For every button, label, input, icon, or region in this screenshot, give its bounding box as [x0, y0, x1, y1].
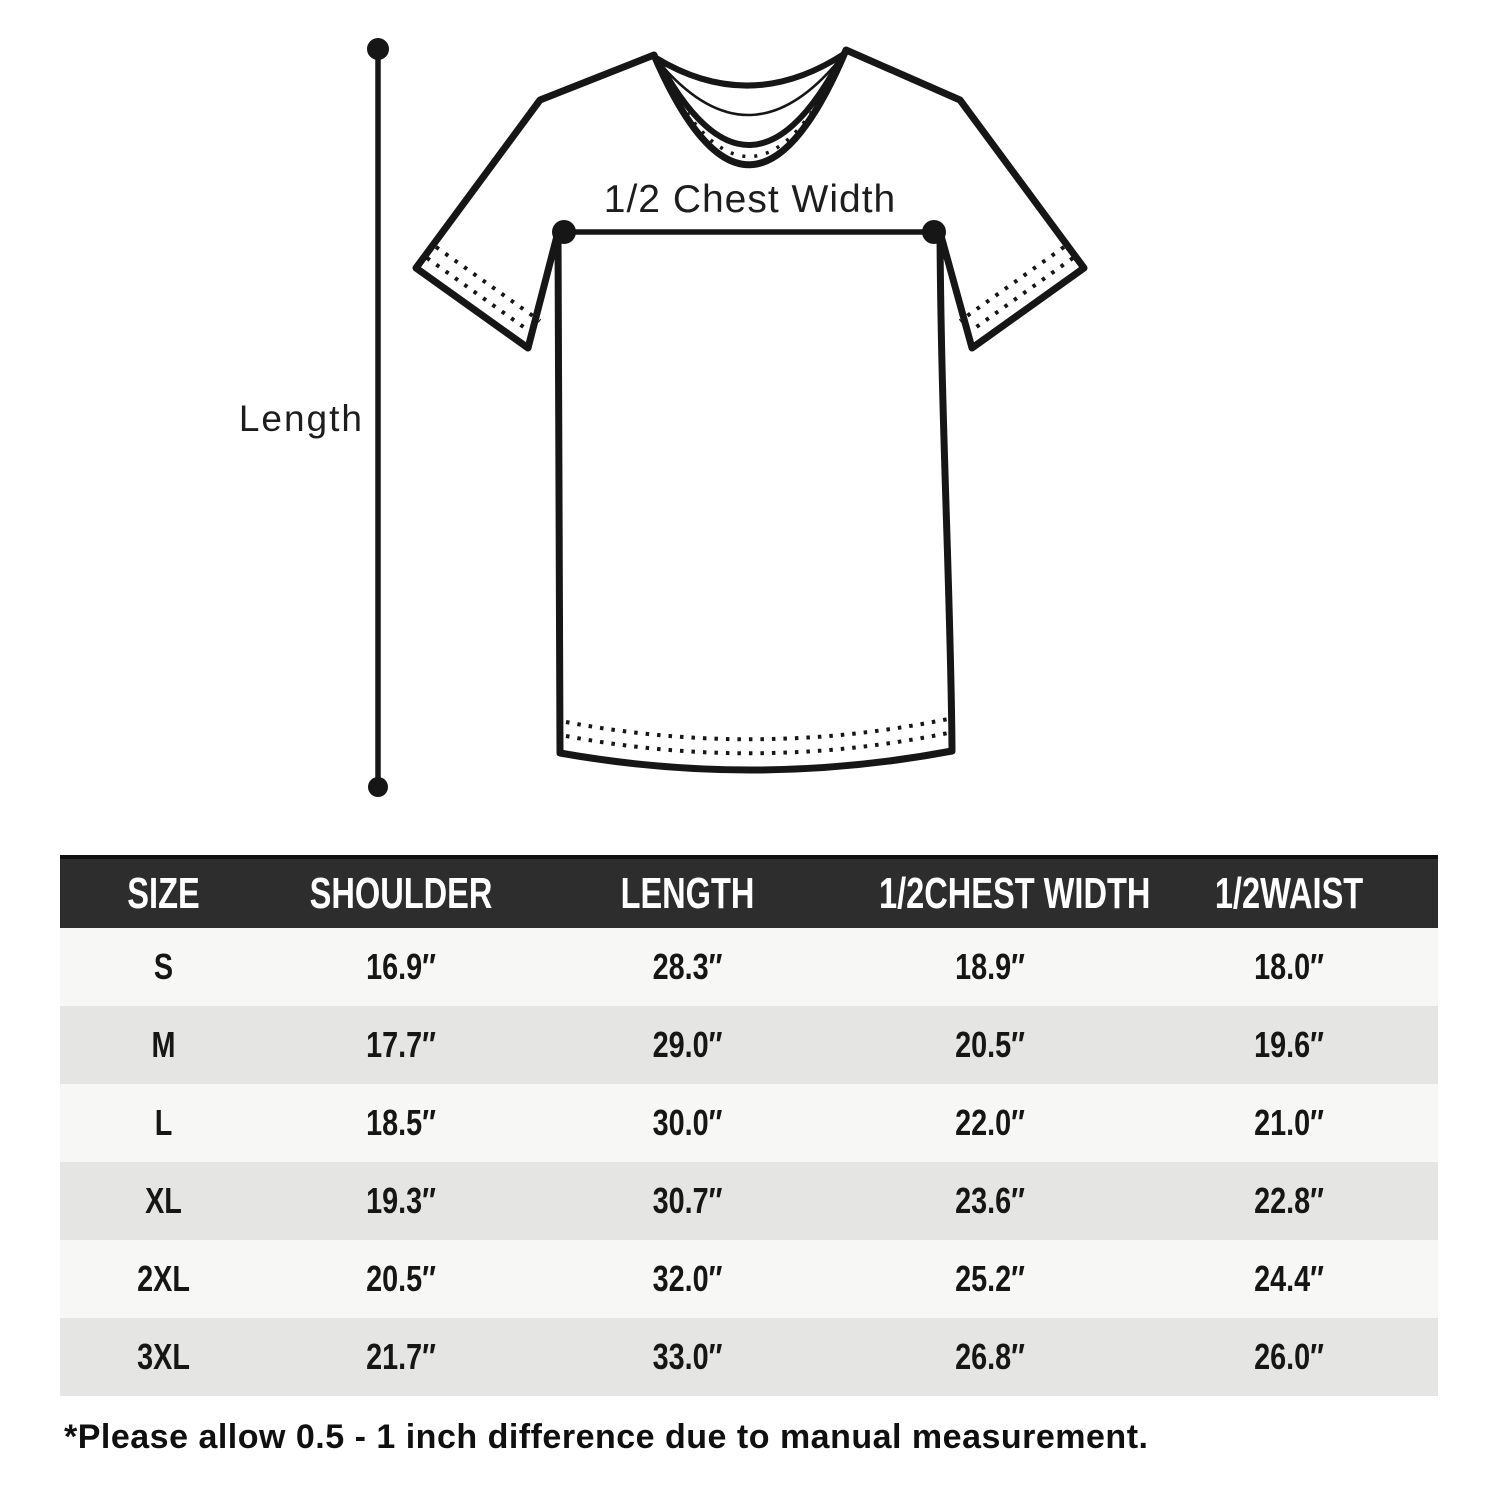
- chest-dimension-line: [552, 220, 946, 244]
- cell-waist: 26.0″: [1254, 1336, 1324, 1377]
- header-cell-waist: 1/2WAIST: [1214, 868, 1364, 918]
- collar-front-edge: [657, 58, 843, 148]
- cell-waist: 22.8″: [1254, 1180, 1324, 1221]
- cell-size: L: [154, 1102, 173, 1143]
- cell-waist: 18.0″: [1254, 946, 1324, 987]
- cell-length: 29.0″: [652, 1024, 723, 1065]
- cell-shoulder: 21.7″: [366, 1336, 436, 1377]
- collar-back-edge: [654, 51, 846, 89]
- cell-shoulder: 20.5″: [366, 1258, 436, 1299]
- cell-waist: 24.4″: [1254, 1258, 1324, 1299]
- length-bottom-dot: [368, 777, 388, 797]
- size-chart-table: SIZE SHOULDER LENGTH 1/2CHEST WIDTH 1/2W…: [60, 855, 1438, 1396]
- cell-chest: 20.5″: [955, 1024, 1025, 1065]
- table-row-l: L 18.5″ 30.0″ 22.0″ 21.0″: [60, 1084, 1438, 1162]
- chest-left-dot: [552, 220, 576, 244]
- table-row-m: M 17.7″ 29.0″ 20.5″ 19.6″: [60, 1006, 1438, 1084]
- table-row-3xl: 3XL 21.7″ 33.0″ 26.8″ 26.0″: [60, 1318, 1438, 1396]
- cell-chest: 25.2″: [955, 1258, 1025, 1299]
- cell-chest: 22.0″: [955, 1102, 1025, 1143]
- cell-shoulder: 18.5″: [366, 1102, 436, 1143]
- table-header-row: SIZE SHOULDER LENGTH 1/2CHEST WIDTH 1/2W…: [60, 855, 1438, 928]
- cell-size: XL: [145, 1180, 182, 1221]
- cell-chest: 26.8″: [955, 1336, 1025, 1377]
- cell-length: 30.0″: [652, 1102, 723, 1143]
- header-cell-shoulder: SHOULDER: [309, 868, 493, 918]
- length-dimension-line: [367, 38, 389, 797]
- cell-length: 30.7″: [652, 1180, 723, 1221]
- cell-size: S: [153, 946, 174, 987]
- cell-shoulder: 16.9″: [366, 946, 436, 987]
- length-top-dot: [367, 38, 389, 60]
- chest-right-dot: [922, 220, 946, 244]
- cell-size: 2XL: [137, 1258, 190, 1299]
- table-row-xl: XL 19.3″ 30.7″ 23.6″ 22.8″: [60, 1162, 1438, 1240]
- tshirt-outline: [412, 46, 1088, 774]
- table-row-s: S 16.9″ 28.3″ 18.9″ 18.0″: [60, 928, 1438, 1006]
- cell-length: 33.0″: [652, 1336, 723, 1377]
- tshirt-size-diagram: Length 1/2 Chest Width: [239, 38, 1088, 797]
- chest-width-label: 1/2 Chest Width: [604, 178, 896, 221]
- cell-length: 32.0″: [652, 1258, 723, 1299]
- measurement-disclaimer: *Please allow 0.5 - 1 inch difference du…: [64, 1418, 1149, 1456]
- cell-shoulder: 19.3″: [366, 1180, 436, 1221]
- header-cell-chest-width: 1/2CHEST WIDTH: [879, 868, 1151, 918]
- header-cell-length: LENGTH: [620, 868, 755, 918]
- cell-length: 28.3″: [652, 946, 723, 987]
- cell-size: M: [151, 1024, 176, 1065]
- header-cell-size: SIZE: [127, 868, 200, 918]
- left-cuff-stitch-2: [434, 245, 542, 323]
- cell-waist: 21.0″: [1254, 1102, 1324, 1143]
- cell-chest: 23.6″: [955, 1180, 1025, 1221]
- cell-chest: 18.9″: [955, 946, 1025, 987]
- cell-shoulder: 17.7″: [366, 1024, 436, 1065]
- cell-waist: 19.6″: [1254, 1024, 1324, 1065]
- right-cuff-stitch-2: [958, 245, 1066, 323]
- collar-stitch-dotted: [655, 56, 845, 159]
- cell-size: 3XL: [137, 1336, 190, 1377]
- collar-rib-line: [663, 63, 837, 117]
- table-row-2xl: 2XL 20.5″ 32.0″ 25.2″ 24.4″: [60, 1240, 1438, 1318]
- length-label: Length: [239, 398, 364, 439]
